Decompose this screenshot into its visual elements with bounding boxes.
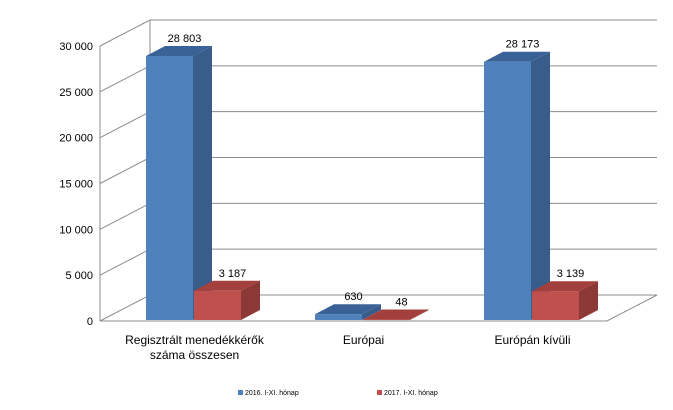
data-label: 3 187 (219, 268, 247, 280)
gridline-depth (99, 65, 151, 93)
bar (532, 281, 598, 320)
category-label: Regisztrált menedékkérők (125, 333, 265, 347)
bar-top (484, 51, 550, 62)
y-tick-label: 25 000 (59, 87, 93, 99)
bar-side (579, 281, 598, 320)
category-label: Európai (343, 333, 384, 347)
bar-top (363, 309, 429, 320)
bar-front (146, 55, 193, 320)
bar-top (315, 304, 381, 315)
bar-front (363, 319, 410, 321)
data-label: 48 (395, 297, 407, 309)
gridline-depth (99, 157, 151, 184)
data-label: 28 173 (506, 39, 540, 51)
bars (146, 45, 598, 321)
legend-label: 2017. I-XI. hónap (384, 390, 438, 397)
bar-front (315, 314, 362, 320)
legend-swatch (377, 390, 382, 395)
bar-front (484, 61, 531, 321)
bar (194, 280, 260, 320)
gridline-depth (99, 19, 151, 47)
y-tick-label: 20 000 (59, 133, 93, 145)
category-label: Európán kívüli (494, 333, 570, 347)
bar (363, 309, 429, 321)
gridline-depth (99, 248, 151, 276)
bar-top (146, 45, 212, 56)
gridline-depth (99, 202, 151, 230)
category-label: száma összesen (150, 348, 239, 362)
bar-side (362, 304, 381, 320)
bar-front (194, 290, 241, 320)
data-label: 28 803 (168, 33, 202, 45)
data-label: 630 (344, 291, 362, 303)
bar-side (193, 45, 212, 320)
y-tick-label: 10 000 (59, 224, 93, 236)
y-tick-label: 15 000 (59, 179, 93, 191)
bar-front (532, 291, 579, 320)
data-label: 3 139 (557, 268, 585, 280)
legend-swatch (238, 390, 243, 395)
legend-label: 2016. I-XI. hónap (245, 390, 299, 397)
bar-side (410, 309, 429, 320)
bar-top (532, 281, 598, 292)
bar-top (194, 280, 260, 291)
legend: 2016. I-XI. hónap 2017. I-XI. hónap (238, 390, 438, 397)
bar (484, 51, 550, 321)
bar (146, 45, 212, 320)
gridlines (99, 19, 657, 276)
y-tick-label: 5 000 (65, 270, 93, 282)
y-tick-label: 0 (87, 316, 93, 328)
gridline-depth (99, 111, 151, 139)
bar (315, 304, 381, 320)
bar-side (241, 280, 260, 320)
bar-side (531, 51, 550, 321)
y-tick-label: 30 000 (59, 41, 93, 53)
